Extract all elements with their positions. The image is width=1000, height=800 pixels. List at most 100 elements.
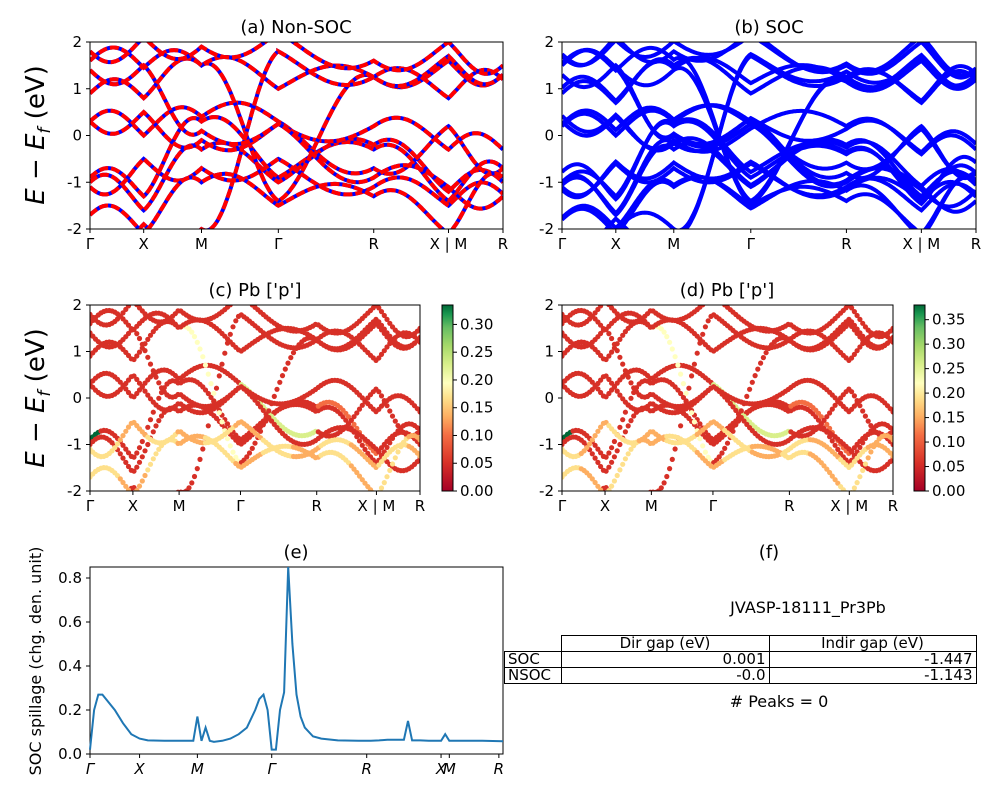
panel-d: -2 -1 0 1 2 Γ X M Γ R X | M R bbox=[539, 296, 898, 515]
projected-point bbox=[351, 414, 357, 420]
projected-point bbox=[741, 401, 747, 407]
projected-point bbox=[153, 374, 159, 380]
projected-point bbox=[604, 299, 609, 304]
projected-point bbox=[584, 505, 589, 510]
projected-point bbox=[202, 387, 209, 393]
tick-label: -2 bbox=[67, 482, 82, 500]
projected-point bbox=[345, 414, 352, 420]
projected-point bbox=[417, 437, 420, 443]
projected-point bbox=[628, 395, 634, 401]
projected-point bbox=[125, 424, 132, 430]
tick-label: R bbox=[494, 760, 504, 778]
projected-point bbox=[376, 305, 382, 311]
projected-point bbox=[827, 469, 833, 476]
tick-label: M bbox=[667, 235, 680, 253]
band-line-soc bbox=[562, 160, 976, 213]
spillage-line bbox=[89, 566, 504, 751]
projected-point bbox=[134, 390, 140, 397]
projected-point bbox=[603, 327, 609, 333]
projected-point bbox=[890, 428, 893, 434]
projected-point bbox=[576, 508, 581, 513]
projected-point bbox=[123, 306, 129, 312]
projected-point bbox=[150, 368, 156, 374]
projected-point bbox=[749, 379, 755, 385]
tick-label: 0 bbox=[544, 127, 554, 145]
projected-point bbox=[683, 390, 689, 396]
projected-point bbox=[392, 418, 398, 424]
projected-point bbox=[376, 355, 382, 361]
projected-point bbox=[672, 446, 678, 452]
projected-point bbox=[598, 463, 604, 470]
projected-point bbox=[694, 350, 700, 356]
colorbar-d: 0.00 0.05 0.10 0.15 0.20 0.25 0.30 0.35 bbox=[913, 304, 965, 500]
projected-point bbox=[832, 477, 838, 483]
projected-point bbox=[854, 326, 860, 332]
tick-label: Γ bbox=[558, 235, 567, 253]
band-line-spin-down bbox=[90, 62, 503, 211]
projected-point bbox=[851, 485, 858, 491]
projected-point bbox=[191, 473, 198, 480]
colorbar-tick-label: 0.10 bbox=[932, 433, 965, 451]
panel-c: -2 -1 0 1 2 Γ X M Γ R X | M R bbox=[67, 296, 425, 515]
projected-point bbox=[150, 429, 156, 435]
projected-point bbox=[417, 428, 420, 434]
projected-point bbox=[378, 322, 385, 328]
tick-label: R bbox=[498, 235, 508, 253]
projected-point bbox=[603, 454, 609, 460]
projected-point bbox=[667, 466, 673, 472]
projected-point bbox=[592, 455, 598, 461]
projected-point bbox=[868, 449, 874, 455]
projected-point bbox=[142, 341, 148, 347]
projected-point bbox=[606, 376, 612, 382]
projected-point bbox=[142, 496, 147, 501]
projected-point bbox=[230, 449, 236, 455]
projected-point bbox=[158, 413, 165, 419]
projected-point bbox=[156, 446, 162, 452]
tick-label: Γ bbox=[86, 497, 95, 515]
projected-point bbox=[417, 339, 420, 345]
band-ylabel-top: E − Ef (eV) bbox=[21, 65, 55, 205]
projected-point bbox=[622, 429, 629, 435]
projected-point bbox=[617, 441, 623, 448]
projected-point bbox=[125, 305, 132, 309]
projected-point bbox=[611, 478, 618, 484]
projected-point bbox=[634, 501, 639, 506]
projected-point bbox=[829, 438, 835, 444]
projected-point bbox=[840, 487, 846, 491]
projected-point bbox=[98, 507, 103, 512]
projected-point bbox=[625, 451, 631, 457]
projected-point bbox=[568, 506, 573, 511]
projected-point bbox=[139, 345, 145, 351]
projected-point bbox=[244, 454, 250, 460]
projected-point bbox=[142, 388, 148, 394]
projected-point bbox=[860, 408, 866, 414]
projected-point bbox=[233, 454, 239, 460]
projected-point bbox=[101, 508, 106, 513]
projected-point bbox=[851, 351, 858, 357]
projected-point bbox=[417, 325, 420, 331]
band-line-soc bbox=[562, 62, 976, 214]
projected-point bbox=[285, 360, 291, 366]
row-label-nsoc: NSOC bbox=[504, 667, 562, 684]
projected-point bbox=[669, 346, 675, 352]
tick-label: 0.8 bbox=[58, 569, 82, 587]
projected-point bbox=[224, 436, 231, 442]
projected-point bbox=[672, 354, 678, 360]
table-row: NSOC -0.0 -1.143 bbox=[504, 667, 977, 684]
projected-point bbox=[150, 409, 156, 415]
projected-point bbox=[197, 346, 203, 352]
projected-point bbox=[378, 351, 385, 357]
projected-point bbox=[661, 480, 667, 486]
projected-point bbox=[570, 507, 575, 512]
projected-point bbox=[147, 332, 154, 338]
projected-point bbox=[620, 461, 626, 467]
projected-point bbox=[760, 355, 767, 361]
projected-point bbox=[606, 331, 612, 337]
projected-point bbox=[598, 424, 604, 430]
projected-point bbox=[123, 446, 129, 452]
projected-point bbox=[376, 389, 382, 395]
projected-point bbox=[378, 393, 385, 399]
projected-point bbox=[123, 459, 129, 465]
projected-point bbox=[592, 479, 598, 486]
projected-point bbox=[139, 384, 145, 390]
